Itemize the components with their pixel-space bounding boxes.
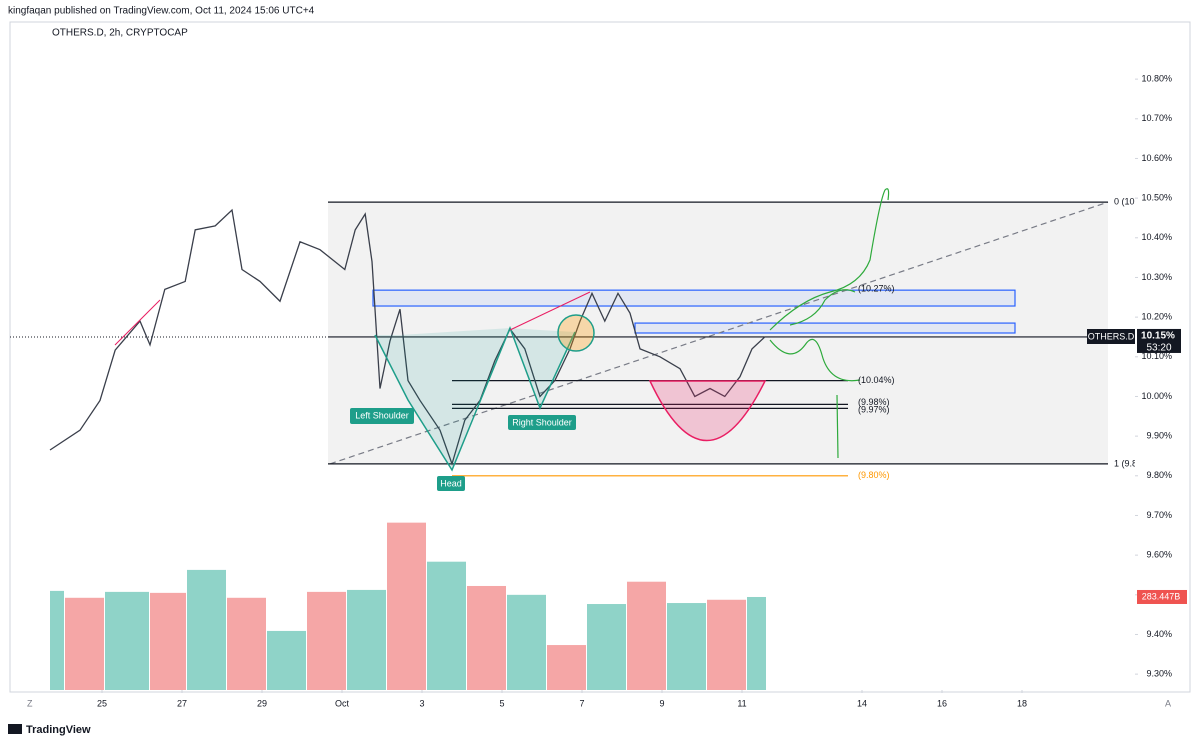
level-label: (10.04%)	[858, 375, 895, 385]
brand-logo	[8, 724, 22, 734]
pink-line	[509, 291, 591, 331]
pink-line	[114, 299, 161, 346]
label-box	[508, 415, 576, 430]
y-tick-label: 10.40%	[1141, 232, 1172, 242]
x-tick-label: 14	[857, 698, 867, 708]
symbol-box	[1087, 329, 1135, 344]
zoom-button[interactable]: Z	[27, 698, 33, 708]
volume-bar	[627, 581, 666, 690]
volume-bar	[50, 590, 64, 690]
y-tick-label: 10.80%	[1141, 73, 1172, 83]
volume-bar	[267, 630, 306, 690]
trend-line	[329, 201, 1109, 465]
x-tick-label: 18	[1017, 698, 1027, 708]
projection-path	[836, 394, 839, 459]
level-label: (9.98%)	[858, 397, 890, 407]
volume-bar	[150, 592, 186, 690]
y-tick-label: 10.70%	[1141, 113, 1172, 123]
pattern-label: Right Shoulder	[512, 417, 572, 427]
level-label: 1 (9.8	[1114, 458, 1137, 468]
pattern-outline	[374, 325, 576, 472]
volume-bar	[387, 522, 426, 690]
y-tick-label: 10.20%	[1141, 312, 1172, 322]
chart-title: OTHERS.D, 2h, CRYPTOCAP	[52, 28, 188, 39]
price-axis	[1135, 23, 1189, 689]
level-label: (10.27%)	[858, 284, 895, 294]
level-label: 0 (10	[1114, 196, 1135, 206]
volume-bar	[707, 599, 746, 690]
y-tick-label: 9.30%	[1146, 669, 1172, 679]
zone	[634, 322, 1016, 334]
volume-bar	[187, 569, 226, 690]
x-tick-label: 5	[499, 698, 504, 708]
pattern-fill	[375, 328, 575, 470]
volume-bar	[347, 589, 386, 690]
price-line	[49, 208, 766, 467]
volume-bar	[507, 594, 546, 690]
projection-path	[769, 338, 861, 382]
projection-path	[789, 289, 856, 326]
volume-bar	[747, 596, 766, 690]
countdown: 53:20	[1146, 343, 1171, 354]
volume-bar	[547, 645, 586, 690]
volume-bar	[307, 591, 346, 690]
x-tick-label: 27	[177, 698, 187, 708]
frame	[9, 21, 1191, 693]
last-price-label: 10.15%	[1141, 331, 1175, 342]
foreground: 0 (10 1 (9.8 (10.27%) (10.04%) (9.98%)(9.97%…	[97, 23, 1189, 708]
pattern-label: Head	[440, 478, 462, 488]
brand: TradingView	[26, 724, 91, 736]
x-tick-label: 16	[937, 698, 947, 708]
volume-bar	[467, 585, 506, 690]
x-tick-label: 7	[579, 698, 584, 708]
pattern-label: Left Shoulder	[355, 410, 409, 420]
level-label: (9.80%)	[858, 470, 890, 480]
x-tick-label: 29	[257, 698, 267, 708]
projection-path	[769, 188, 890, 331]
y-tick-label: 9.60%	[1146, 550, 1172, 560]
publisher: kingfaqan published on TradingView.com, …	[8, 6, 315, 17]
x-tick-label: 11	[737, 698, 746, 708]
auto-button[interactable]: A	[1165, 698, 1171, 708]
background-drawings	[10, 201, 1135, 690]
volume-bar	[105, 591, 149, 690]
x-tick-label: 9	[659, 698, 664, 708]
volume-bar	[587, 604, 626, 690]
symbol-label: OTHERS.D	[1088, 331, 1135, 341]
volume-bar	[227, 597, 266, 690]
label-box	[437, 476, 465, 491]
y-tick-label: 9.40%	[1146, 629, 1172, 639]
volume-bar	[65, 597, 104, 690]
circle-marker	[557, 314, 595, 352]
y-tick-label: 9.90%	[1146, 431, 1172, 441]
y-tick-label: 9.70%	[1146, 510, 1172, 520]
volume-bar	[427, 561, 466, 690]
y-tick-label: 10.60%	[1141, 153, 1172, 163]
y-tick-label: 10.10%	[1141, 351, 1172, 361]
last-price-box	[1137, 328, 1181, 353]
label-box	[350, 408, 414, 424]
y-tick-label: 10.50%	[1141, 192, 1172, 202]
y-tick-label: 10.00%	[1141, 391, 1172, 401]
y-tick-label: 9.80%	[1146, 470, 1172, 480]
volume-bar	[667, 603, 706, 690]
volume-label: 283.447B	[1142, 591, 1181, 601]
volume-label-box	[1137, 589, 1187, 604]
x-tick-label: 25	[97, 698, 107, 708]
x-tick-label: Oct	[335, 698, 350, 708]
x-tick-label: 3	[419, 698, 424, 708]
header-bar	[0, 0, 1200, 20]
cup-shape	[648, 380, 767, 441]
level-label: (9.97%)	[858, 405, 890, 415]
y-tick-label: 10.30%	[1141, 272, 1172, 282]
zone	[372, 289, 1016, 307]
